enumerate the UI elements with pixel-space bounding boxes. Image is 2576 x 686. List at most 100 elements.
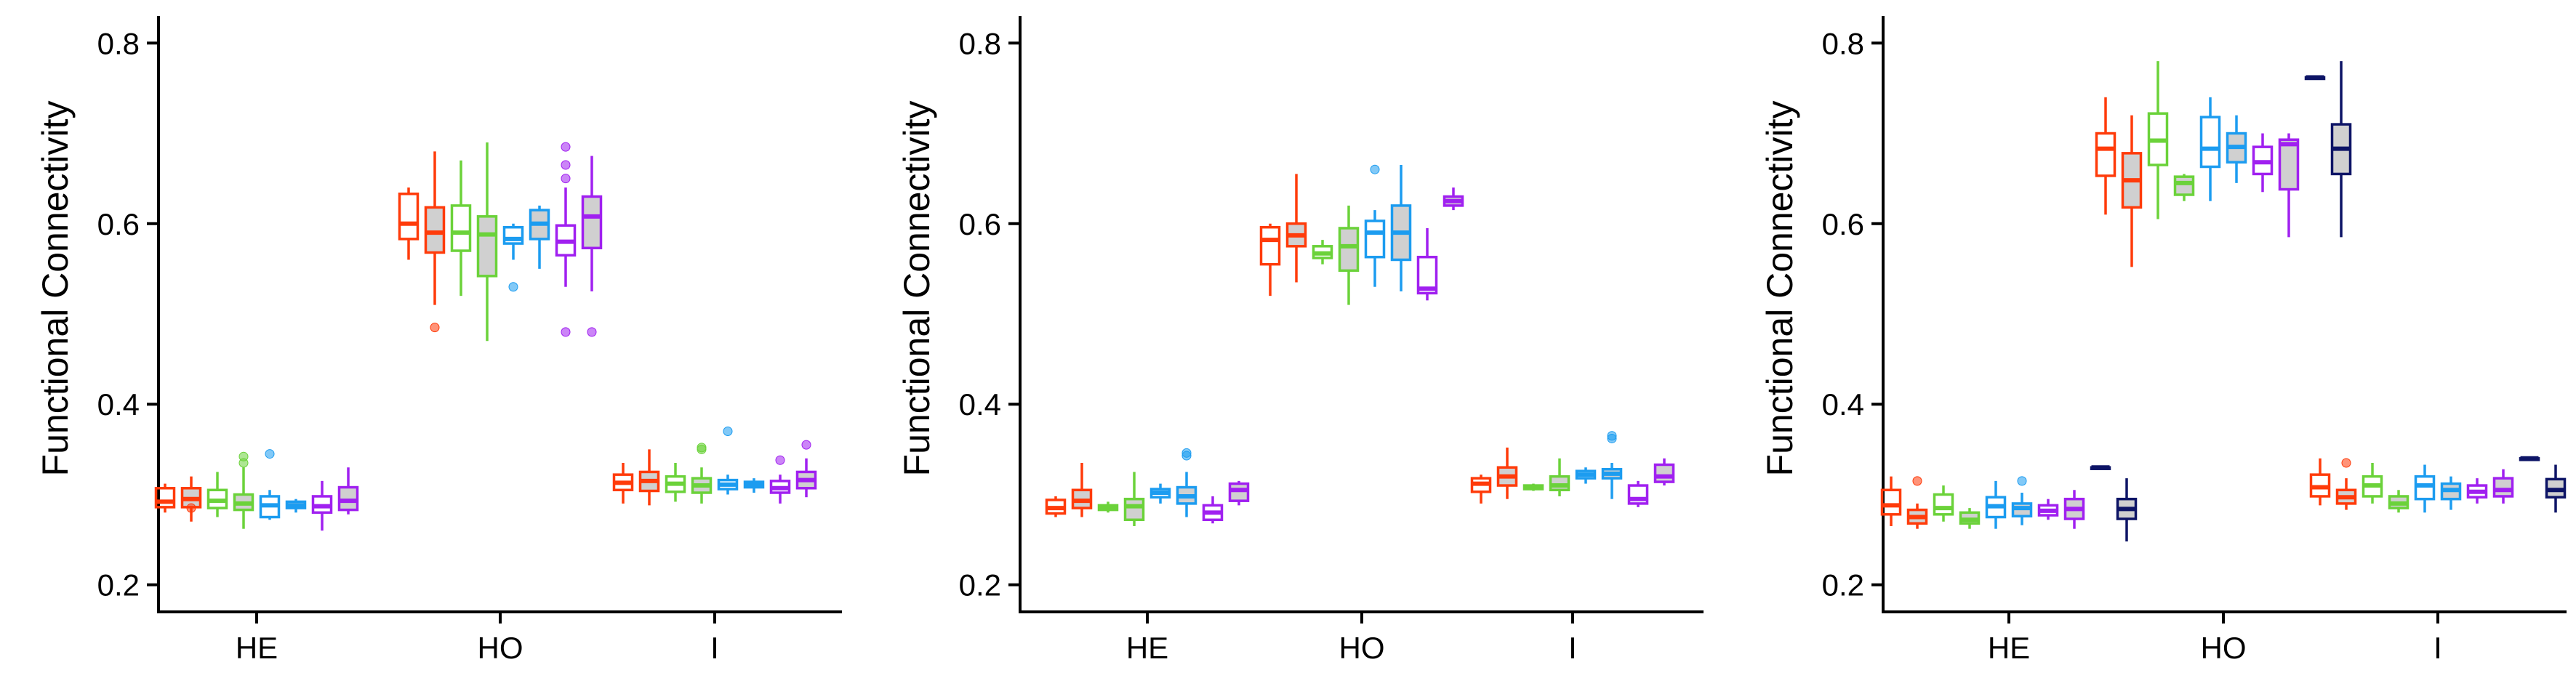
outlier-point bbox=[561, 327, 571, 337]
y-tick-label: 0.6 bbox=[959, 207, 1001, 241]
box-plot bbox=[2388, 490, 2410, 513]
outlier-point bbox=[561, 142, 571, 152]
outlier-point bbox=[1181, 448, 1192, 458]
box-plot bbox=[1176, 448, 1197, 517]
outlier-point bbox=[2341, 458, 2351, 468]
y-tick-label: 0.8 bbox=[1822, 26, 1864, 60]
box bbox=[450, 204, 472, 252]
box-plot bbox=[1097, 501, 1119, 513]
outlier-point bbox=[238, 451, 249, 461]
box-plot bbox=[398, 187, 420, 260]
x-tick-label: HO bbox=[2201, 631, 2247, 665]
outlier-point bbox=[508, 282, 518, 292]
box-plot bbox=[1549, 458, 1570, 496]
outlier-point bbox=[561, 174, 571, 184]
box bbox=[2095, 132, 2116, 177]
box-plot bbox=[1228, 480, 1250, 506]
box bbox=[2173, 175, 2195, 196]
box-plot bbox=[581, 156, 603, 337]
box-plot bbox=[1045, 496, 1067, 517]
box-plot bbox=[529, 205, 550, 269]
y-axis-title: Functional Connectivity bbox=[896, 101, 937, 477]
box bbox=[1627, 484, 1649, 505]
box bbox=[2278, 138, 2300, 191]
box-plot bbox=[424, 151, 446, 333]
box-plot bbox=[1627, 480, 1649, 507]
box-plot bbox=[2011, 476, 2033, 525]
box-plot bbox=[2199, 97, 2221, 201]
y-tick-label: 0.2 bbox=[97, 568, 140, 602]
outlier-point bbox=[1607, 431, 1617, 441]
y-tick-label: 0.4 bbox=[959, 387, 1001, 421]
box-plot bbox=[1443, 187, 1464, 211]
box-plot bbox=[1071, 463, 1093, 517]
box-plot bbox=[2330, 61, 2352, 238]
box-plot bbox=[2173, 174, 2195, 201]
box bbox=[424, 206, 446, 254]
y-tick-label: 0.4 bbox=[1822, 387, 1864, 421]
chart-panel-2: 0.2 0.4 0.6 0.8 Functional Connectivity HE HO I bbox=[896, 16, 1704, 665]
box-plot bbox=[691, 443, 713, 504]
box-plot bbox=[1202, 496, 1224, 524]
box-plot bbox=[2492, 469, 2514, 504]
box-plot bbox=[1364, 164, 1386, 287]
box bbox=[337, 485, 359, 512]
outlier-point bbox=[265, 449, 275, 459]
box-plot bbox=[2309, 458, 2331, 506]
box-plot bbox=[2466, 478, 2488, 504]
box bbox=[398, 193, 420, 241]
box-plot bbox=[259, 449, 281, 520]
box-plot bbox=[2116, 478, 2138, 542]
box bbox=[1653, 463, 1675, 483]
y-tick-label: 0.2 bbox=[1822, 568, 1864, 602]
box-plot bbox=[1470, 475, 1492, 504]
box-plot bbox=[476, 142, 498, 342]
box bbox=[2492, 477, 2514, 498]
box-plot bbox=[2362, 463, 2383, 504]
box-plot bbox=[2278, 133, 2300, 238]
box-plot bbox=[1285, 174, 1307, 283]
box-plot bbox=[1338, 205, 1360, 305]
x-tick-label: HE bbox=[1988, 631, 2030, 665]
box-plot bbox=[2037, 499, 2059, 520]
box-plot bbox=[638, 449, 660, 506]
box-plot bbox=[2304, 75, 2326, 81]
box-plot bbox=[612, 463, 634, 504]
box bbox=[1416, 255, 1438, 295]
box bbox=[502, 225, 524, 245]
box-plot bbox=[2121, 115, 2143, 267]
y-tick-label: 0.6 bbox=[1822, 207, 1864, 241]
y-axis-title: Functional Connectivity bbox=[35, 101, 76, 477]
box-plot bbox=[2252, 133, 2274, 193]
box-plot bbox=[206, 472, 228, 517]
box bbox=[1123, 497, 1145, 522]
box-plot bbox=[665, 463, 686, 502]
box-plot bbox=[717, 427, 739, 495]
box bbox=[476, 215, 498, 278]
box-plot bbox=[1522, 483, 1544, 491]
box-plot bbox=[2226, 115, 2247, 183]
y-tick-label: 0.2 bbox=[959, 568, 1001, 602]
box-plot bbox=[233, 451, 254, 529]
box-plot bbox=[2147, 61, 2169, 219]
box-plot bbox=[1312, 240, 1333, 265]
outlier-point bbox=[1370, 164, 1380, 174]
box bbox=[581, 195, 603, 250]
box-plot bbox=[337, 467, 359, 514]
box-plot bbox=[1653, 458, 1675, 486]
box-plot bbox=[1390, 165, 1412, 291]
box-plot bbox=[1985, 480, 2007, 529]
box bbox=[1364, 219, 1386, 259]
y-tick-label: 0.8 bbox=[959, 26, 1001, 60]
box bbox=[2199, 116, 2221, 169]
box-plot bbox=[1123, 472, 1145, 526]
box-plot bbox=[285, 499, 307, 513]
box bbox=[2414, 475, 2436, 501]
x-tick-label: HE bbox=[1126, 631, 1168, 665]
outlier-point bbox=[561, 160, 571, 170]
box-plot bbox=[743, 478, 765, 493]
outlier-point bbox=[2017, 476, 2027, 486]
box-plot bbox=[1149, 483, 1171, 504]
box bbox=[1933, 493, 1954, 516]
